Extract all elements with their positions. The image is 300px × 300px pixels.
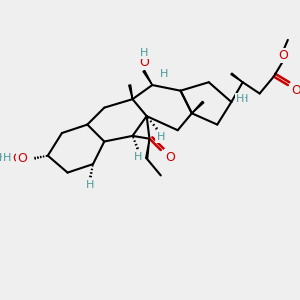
Text: O: O bbox=[279, 49, 289, 62]
Polygon shape bbox=[143, 70, 152, 85]
Text: H: H bbox=[140, 48, 148, 58]
Text: O: O bbox=[166, 151, 176, 164]
Text: H: H bbox=[159, 69, 168, 79]
Polygon shape bbox=[129, 85, 133, 99]
Text: O: O bbox=[279, 49, 289, 62]
Text: O: O bbox=[291, 84, 300, 97]
Text: H: H bbox=[157, 132, 165, 142]
Text: O: O bbox=[17, 152, 27, 165]
Text: H: H bbox=[86, 180, 94, 190]
Polygon shape bbox=[192, 101, 204, 113]
Polygon shape bbox=[146, 139, 150, 159]
Text: O: O bbox=[166, 151, 176, 164]
Text: H: H bbox=[159, 69, 168, 79]
Text: O: O bbox=[291, 84, 300, 97]
Text: H: H bbox=[3, 154, 11, 164]
Text: O: O bbox=[13, 152, 22, 165]
Text: H: H bbox=[86, 180, 94, 190]
Text: H: H bbox=[134, 152, 142, 162]
Text: H: H bbox=[157, 132, 165, 142]
Text: H: H bbox=[240, 94, 248, 104]
Text: O: O bbox=[139, 56, 149, 69]
Polygon shape bbox=[231, 73, 243, 82]
Text: H: H bbox=[0, 154, 7, 164]
Text: H: H bbox=[236, 94, 244, 104]
Text: H: H bbox=[134, 152, 142, 162]
Text: O: O bbox=[139, 56, 149, 69]
Text: H: H bbox=[140, 48, 148, 58]
